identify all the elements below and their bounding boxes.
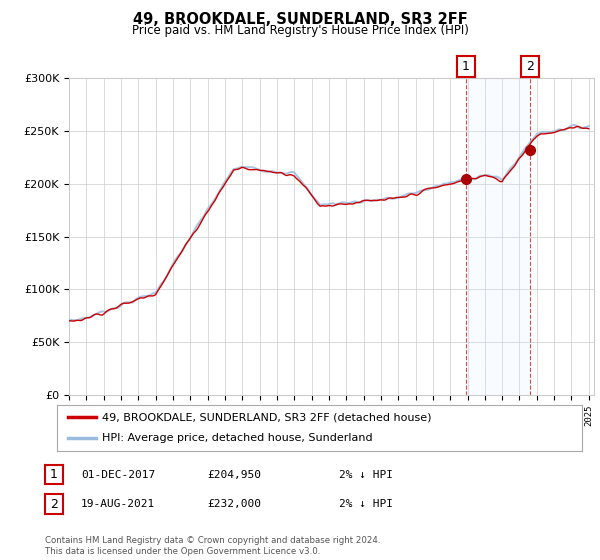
Text: Contains HM Land Registry data © Crown copyright and database right 2024.
This d: Contains HM Land Registry data © Crown c… — [45, 536, 380, 556]
Text: 19-AUG-2021: 19-AUG-2021 — [81, 499, 155, 509]
Text: £232,000: £232,000 — [207, 499, 261, 509]
Text: 2% ↓ HPI: 2% ↓ HPI — [339, 499, 393, 509]
Text: HPI: Average price, detached house, Sunderland: HPI: Average price, detached house, Sund… — [101, 433, 372, 444]
Bar — [466, 78, 530, 395]
Text: 2: 2 — [526, 60, 533, 73]
Text: 49, BROOKDALE, SUNDERLAND, SR3 2FF: 49, BROOKDALE, SUNDERLAND, SR3 2FF — [133, 12, 467, 27]
Text: 01-DEC-2017: 01-DEC-2017 — [81, 470, 155, 480]
Text: 1: 1 — [462, 60, 470, 73]
Text: 49, BROOKDALE, SUNDERLAND, SR3 2FF (detached house): 49, BROOKDALE, SUNDERLAND, SR3 2FF (deta… — [101, 412, 431, 422]
Text: 1: 1 — [50, 468, 58, 482]
Text: Price paid vs. HM Land Registry's House Price Index (HPI): Price paid vs. HM Land Registry's House … — [131, 24, 469, 37]
Text: £204,950: £204,950 — [207, 470, 261, 480]
Text: 2: 2 — [50, 497, 58, 511]
Text: 2% ↓ HPI: 2% ↓ HPI — [339, 470, 393, 480]
